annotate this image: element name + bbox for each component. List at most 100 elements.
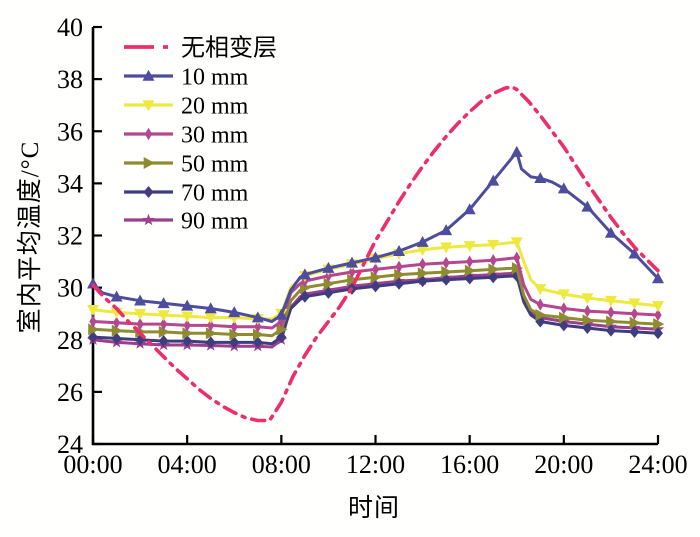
y-tick-label: 36 xyxy=(57,117,83,146)
data-point-marker xyxy=(487,239,500,251)
data-point-marker xyxy=(229,328,241,341)
data-point-marker xyxy=(464,264,476,277)
data-point-marker xyxy=(322,261,335,273)
data-point-marker xyxy=(464,272,475,285)
data-point-marker xyxy=(583,304,591,318)
y-axis-title: 室内平均温度/°C xyxy=(17,140,44,334)
data-point-marker xyxy=(300,281,312,294)
data-point-marker xyxy=(557,182,570,194)
data-point-marker xyxy=(275,308,288,320)
data-point-marker xyxy=(142,213,155,226)
x-axis-title: 时间 xyxy=(347,495,400,522)
data-point-marker xyxy=(417,267,429,280)
data-point-marker xyxy=(534,171,547,183)
data-point-marker xyxy=(111,324,123,337)
data-point-marker xyxy=(229,336,240,349)
data-point-marker xyxy=(182,335,193,348)
data-point-marker xyxy=(369,251,382,263)
data-point-marker xyxy=(629,325,640,338)
data-point-marker xyxy=(142,69,155,81)
data-point-marker xyxy=(181,299,194,311)
x-tick-label: 24:00 xyxy=(628,450,687,479)
data-point-marker xyxy=(558,319,569,332)
data-point-marker xyxy=(228,306,241,318)
data-point-marker xyxy=(604,226,617,238)
data-point-marker xyxy=(466,255,474,268)
data-point-marker xyxy=(463,241,476,253)
data-point-marker xyxy=(418,257,427,271)
data-point-marker xyxy=(393,244,406,256)
data-point-marker xyxy=(87,304,99,316)
data-point-marker xyxy=(143,186,154,198)
data-point-marker xyxy=(252,328,264,341)
y-tick-label: 26 xyxy=(57,378,83,407)
data-point-marker xyxy=(143,157,155,169)
data-point-marker xyxy=(534,284,547,296)
data-point-marker xyxy=(628,247,641,259)
data-point-marker xyxy=(581,200,594,212)
data-point-marker xyxy=(417,275,428,288)
data-point-marker xyxy=(536,298,544,311)
legend-item-50mm: 50 mm xyxy=(124,152,249,178)
legend-item-10mm: 10 mm xyxy=(124,65,249,91)
y-tick-label: 34 xyxy=(57,169,83,198)
series-30mm xyxy=(89,251,662,333)
data-point-marker xyxy=(416,245,429,257)
data-point-marker xyxy=(582,314,594,327)
y-tick-label: 32 xyxy=(57,222,83,251)
x-tick-label: 12:00 xyxy=(346,450,405,479)
axis-frame xyxy=(91,27,658,446)
y-tick-label: 24 xyxy=(57,430,83,459)
data-point-marker xyxy=(395,260,403,273)
data-point-marker xyxy=(605,324,616,337)
data-point-marker xyxy=(204,302,217,314)
data-point-marker xyxy=(299,290,310,303)
y-tick-label: 28 xyxy=(57,326,83,355)
data-point-marker xyxy=(207,319,215,332)
data-point-marker xyxy=(535,308,547,321)
data-point-marker xyxy=(345,256,358,268)
data-point-marker xyxy=(440,224,453,236)
data-point-marker xyxy=(144,127,153,141)
legend-item-20mm: 20 mm xyxy=(124,94,249,120)
data-point-marker xyxy=(298,268,311,280)
data-point-marker xyxy=(136,317,144,331)
data-point-marker xyxy=(181,311,194,323)
data-point-marker xyxy=(416,235,429,247)
data-point-marker xyxy=(142,100,155,112)
data-point-marker xyxy=(581,293,594,305)
data-point-marker xyxy=(606,315,618,328)
x-tick-label: 16:00 xyxy=(440,450,499,479)
data-point-marker xyxy=(488,271,499,284)
data-point-marker xyxy=(604,295,617,307)
data-point-marker xyxy=(323,286,334,299)
series-无相变层 xyxy=(91,85,660,423)
data-point-marker xyxy=(370,271,382,284)
data-point-marker xyxy=(252,336,263,349)
data-point-marker xyxy=(348,265,356,279)
data-point-marker xyxy=(630,307,639,320)
data-point-marker xyxy=(323,277,335,290)
y-tick-label: 40 xyxy=(57,13,83,42)
data-point-marker xyxy=(205,336,216,349)
data-point-marker xyxy=(442,256,450,270)
data-point-marker xyxy=(230,320,238,333)
legend-label: 30 mm xyxy=(181,123,249,149)
data-point-marker xyxy=(440,242,453,254)
data-point-marker xyxy=(88,323,100,336)
data-point-marker xyxy=(463,203,476,215)
legend-item-30mm: 30 mm xyxy=(124,123,249,149)
data-point-marker xyxy=(182,327,194,340)
data-point-marker xyxy=(510,145,523,157)
data-point-marker xyxy=(157,297,170,309)
data-point-marker xyxy=(441,273,452,286)
data-point-marker xyxy=(204,312,217,324)
data-point-marker xyxy=(488,263,500,276)
y-tick-label: 30 xyxy=(57,274,83,303)
data-point-marker xyxy=(513,251,521,264)
data-point-marker xyxy=(276,331,287,344)
data-point-marker xyxy=(559,311,571,324)
data-point-marker xyxy=(347,273,359,286)
